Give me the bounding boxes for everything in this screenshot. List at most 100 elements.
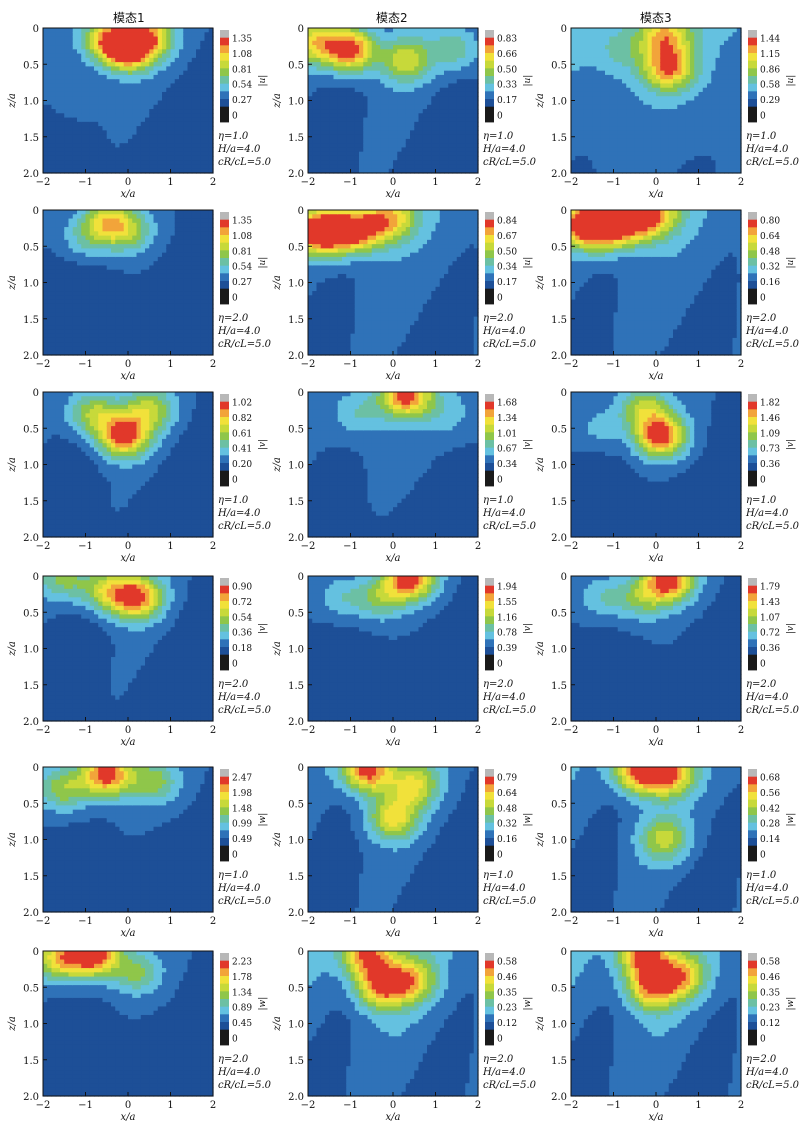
- contour-cell: [376, 130, 381, 135]
- contour-cell: [597, 113, 602, 118]
- contour-cell: [192, 122, 197, 127]
- contour-cell: [111, 278, 116, 283]
- contour-cell: [111, 66, 116, 71]
- contour-cell: [94, 101, 99, 106]
- contour-cell: [111, 248, 116, 253]
- contour-cell: [43, 214, 48, 219]
- contour-cell: [711, 75, 716, 80]
- contour-cell: [321, 156, 326, 161]
- contour-cell: [94, 317, 99, 322]
- contour-cell: [346, 139, 351, 144]
- contour-cell: [124, 96, 129, 101]
- contour-cell: [312, 101, 317, 106]
- contour-cell: [312, 71, 317, 76]
- contour-cell: [419, 49, 424, 54]
- contour-cell: [677, 105, 682, 110]
- contour-cell: [47, 126, 52, 131]
- contour-cell: [716, 130, 721, 135]
- contour-cell: [120, 79, 125, 84]
- contour-cell: [457, 41, 462, 46]
- contour-cell: [431, 32, 436, 37]
- colorbar-tick-label: 0.58: [760, 81, 780, 91]
- contour-cell: [111, 214, 116, 219]
- contour-cell: [733, 75, 738, 80]
- contour-cell: [622, 109, 627, 114]
- panel-row1-col2: −2 −1 0 1 200.51.01.52.0x/az/a0.830.660.500.…: [272, 24, 537, 200]
- contour-cell: [597, 49, 602, 54]
- contour-cell: [90, 143, 95, 148]
- contour-cell: [175, 160, 180, 165]
- contour-cell: [690, 105, 695, 110]
- contour-cell: [724, 147, 729, 152]
- contour-cell: [423, 139, 428, 144]
- contour-cell: [47, 236, 52, 241]
- contour-cell: [601, 54, 606, 59]
- contour-cell: [457, 88, 462, 93]
- contour-cell: [406, 37, 411, 42]
- contour-cell: [60, 118, 65, 123]
- contour-cell: [694, 135, 699, 140]
- contour-cell: [461, 32, 466, 37]
- contour-cell: [128, 325, 133, 330]
- contour-cell: [47, 329, 52, 334]
- contour-cell: [419, 101, 424, 106]
- contour-cell: [380, 71, 385, 76]
- contour-cell: [43, 257, 48, 262]
- contour-cell: [648, 96, 653, 101]
- contour-cell: [166, 49, 171, 54]
- contour-cell: [52, 164, 57, 169]
- contour-cell: [588, 122, 593, 127]
- contour-cell: [86, 113, 91, 118]
- contour-cell: [154, 152, 159, 157]
- contour-cell: [622, 79, 627, 84]
- contour-cell: [410, 32, 415, 37]
- contour-cell: [175, 66, 180, 71]
- contour-cell: [639, 71, 644, 76]
- contour-cell: [162, 45, 167, 50]
- contour-cell: [47, 325, 52, 330]
- contour-cell: [465, 54, 470, 59]
- contour-cell: [346, 135, 351, 140]
- contour-cell: [179, 71, 184, 76]
- contour-cell: [385, 147, 390, 152]
- contour-cell: [703, 54, 708, 59]
- contour-cell: [120, 41, 125, 46]
- contour-cell: [665, 139, 670, 144]
- contour-cell: [427, 139, 432, 144]
- contour-cell: [103, 317, 108, 322]
- colorbar-tick-label: 0.54: [232, 81, 252, 91]
- contour-cell: [690, 71, 695, 76]
- contour-cell: [453, 109, 458, 114]
- contour-cell: [128, 214, 133, 219]
- contour-cell: [308, 122, 313, 127]
- contour-cell: [669, 28, 674, 33]
- contour-cell: [124, 338, 129, 343]
- contour-cell: [440, 126, 445, 131]
- contour-cell: [103, 139, 108, 144]
- contour-cell: [465, 88, 470, 93]
- contour-cell: [107, 287, 112, 292]
- contour-cell: [115, 312, 120, 317]
- contour-cell: [342, 160, 347, 165]
- contour-cell: [192, 164, 197, 169]
- contour-cell: [179, 101, 184, 106]
- contour-cell: [699, 49, 704, 54]
- contour-cell: [690, 54, 695, 59]
- contour-cell: [660, 58, 665, 63]
- contour-cell: [457, 45, 462, 50]
- contour-cell: [154, 130, 159, 135]
- contour-cell: [141, 58, 146, 63]
- contour-cell: [317, 75, 322, 80]
- contour-cell: [656, 164, 661, 169]
- colorbar-tick-label: 1.35: [232, 35, 252, 45]
- contour-cell: [60, 58, 65, 63]
- contour-cell: [111, 338, 116, 343]
- contour-cell: [103, 342, 108, 347]
- contour-cell: [124, 317, 129, 322]
- contour-cell: [363, 54, 368, 59]
- contour-cell: [707, 143, 712, 148]
- contour-cell: [397, 160, 402, 165]
- contour-cell: [175, 54, 180, 59]
- contour-cell: [724, 54, 729, 59]
- contour-cell: [622, 58, 627, 63]
